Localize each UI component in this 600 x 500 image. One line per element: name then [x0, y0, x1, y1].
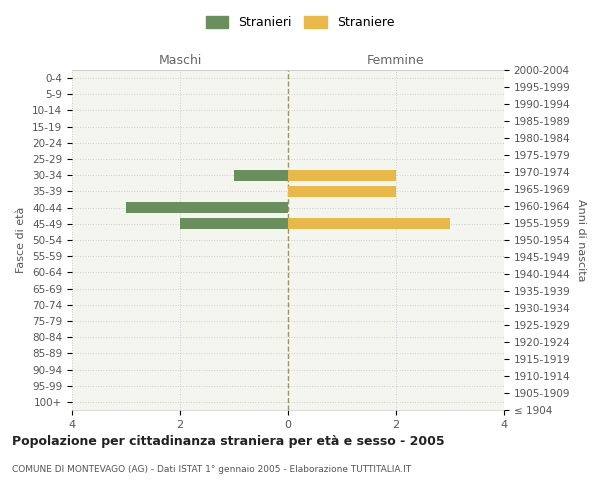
Bar — [126, 202, 288, 213]
Y-axis label: Anni di nascita: Anni di nascita — [576, 198, 586, 281]
Bar — [180, 218, 288, 230]
Text: Popolazione per cittadinanza straniera per età e sesso - 2005: Popolazione per cittadinanza straniera p… — [12, 435, 445, 448]
Bar — [234, 170, 288, 181]
Y-axis label: Fasce di età: Fasce di età — [16, 207, 26, 273]
Text: Femmine: Femmine — [367, 54, 425, 67]
Text: Maschi: Maschi — [158, 54, 202, 67]
Bar — [288, 218, 450, 230]
Text: COMUNE DI MONTEVAGO (AG) - Dati ISTAT 1° gennaio 2005 - Elaborazione TUTTITALIA.: COMUNE DI MONTEVAGO (AG) - Dati ISTAT 1°… — [12, 465, 411, 474]
Legend: Stranieri, Straniere: Stranieri, Straniere — [201, 11, 399, 34]
Bar — [288, 170, 396, 181]
Bar — [288, 186, 396, 197]
